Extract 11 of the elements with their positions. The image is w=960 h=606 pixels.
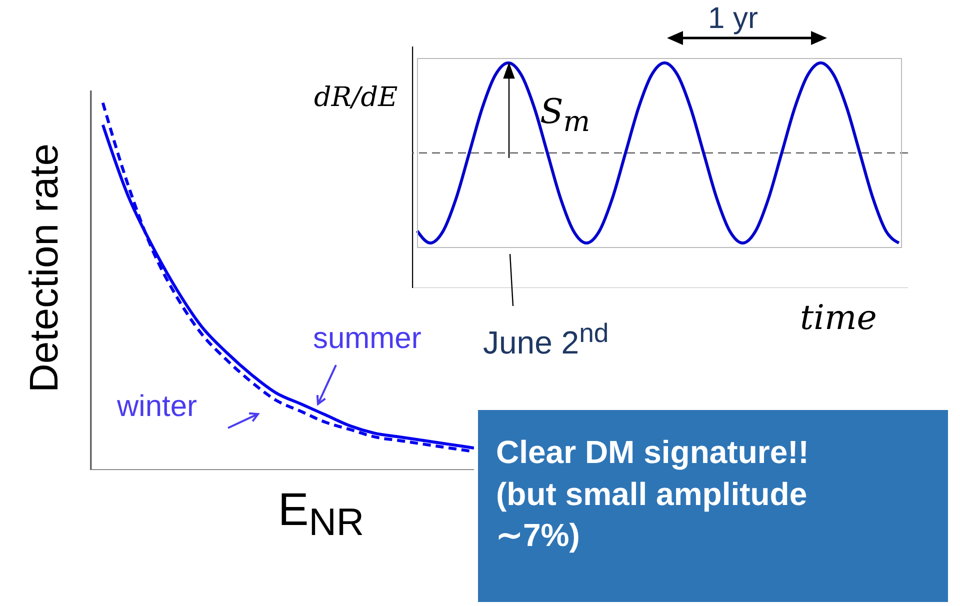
x-axis-title: E$_{NR}$ [278, 482, 364, 546]
text: Clear DM signature!! [496, 433, 810, 472]
text: (but small amplitude ∼7%) [496, 474, 808, 556]
series-label: summer [313, 322, 422, 356]
series-label: winter [117, 390, 198, 424]
text: 1 yr [708, 2, 758, 36]
annotation: S$_{m}$ [540, 92, 590, 138]
y-axis-title: Detection rate [22, 143, 68, 393]
y-axis-title: dR/dE [314, 82, 398, 113]
x-axis-title: time [800, 298, 877, 338]
text: June 2$^{nd}$ [483, 318, 609, 362]
